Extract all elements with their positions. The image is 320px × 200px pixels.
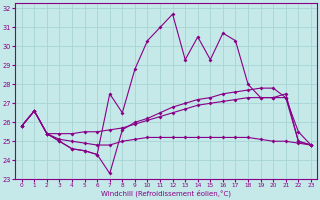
X-axis label: Windchill (Refroidissement éolien,°C): Windchill (Refroidissement éolien,°C) xyxy=(101,190,231,197)
